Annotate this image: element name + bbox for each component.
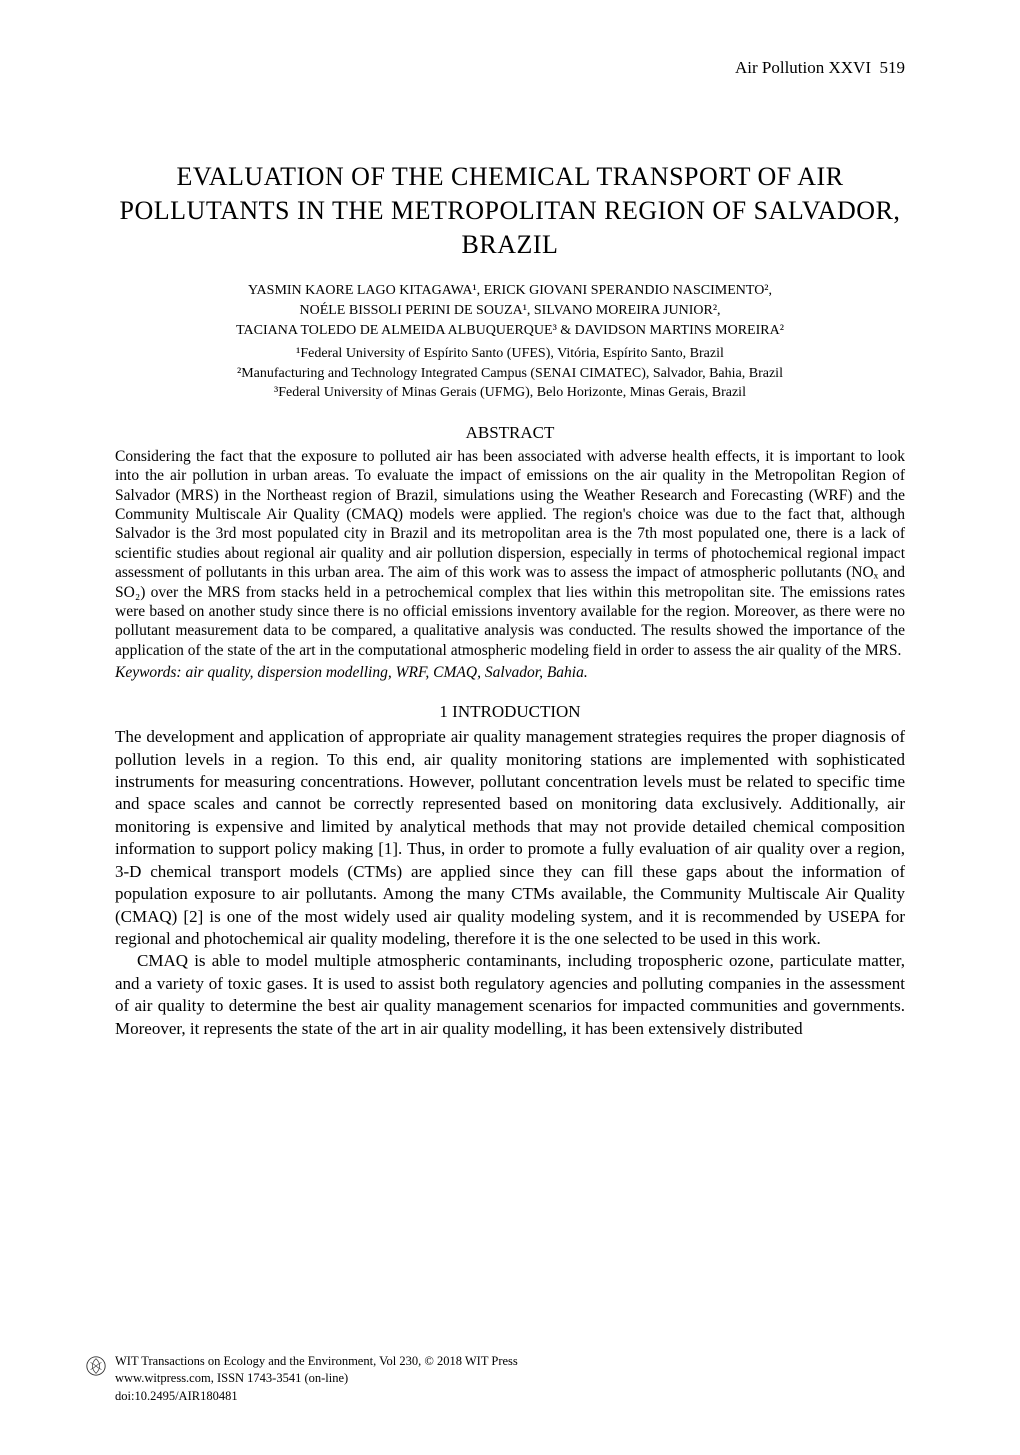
paper-title: EVALUATION OF THE CHEMICAL TRANSPORT OF … bbox=[115, 160, 905, 261]
affiliation-1: ¹Federal University of Espírito Santo (U… bbox=[115, 344, 905, 364]
abstract-text: Considering the fact that the exposure t… bbox=[115, 447, 905, 660]
authors-block: YASMIN KAORE LAGO KITAGAWA¹, ERICK GIOVA… bbox=[115, 281, 905, 340]
section-heading-intro: 1 INTRODUCTION bbox=[115, 702, 905, 722]
keywords: Keywords: air quality, dispersion modell… bbox=[115, 664, 905, 682]
footer-line-2: www.witpress.com, ISSN 1743-3541 (on-lin… bbox=[115, 1370, 518, 1388]
publisher-logo-icon bbox=[85, 1355, 107, 1377]
intro-para-2: CMAQ is able to model multiple atmospher… bbox=[115, 950, 905, 1040]
page-number: 519 bbox=[880, 58, 906, 77]
affiliation-2: ²Manufacturing and Technology Integrated… bbox=[115, 364, 905, 384]
authors-line-3: TACIANA TOLEDO DE ALMEIDA ALBUQUERQUE³ &… bbox=[115, 321, 905, 341]
authors-line-2: NOÉLE BISSOLI PERINI DE SOUZA¹, SILVANO … bbox=[115, 301, 905, 321]
running-header: Air Pollution XXVI 519 bbox=[735, 58, 905, 78]
running-title: Air Pollution XXVI bbox=[735, 58, 871, 77]
authors-line-1: YASMIN KAORE LAGO KITAGAWA¹, ERICK GIOVA… bbox=[115, 281, 905, 301]
abstract-heading: ABSTRACT bbox=[115, 423, 905, 443]
page-footer: WIT Transactions on Ecology and the Envi… bbox=[115, 1353, 518, 1406]
affiliations-block: ¹Federal University of Espírito Santo (U… bbox=[115, 344, 905, 403]
footer-line-1: WIT Transactions on Ecology and the Envi… bbox=[115, 1353, 518, 1371]
footer-line-3: doi:10.2495/AIR180481 bbox=[115, 1388, 518, 1406]
affiliation-3: ³Federal University of Minas Gerais (UFM… bbox=[115, 383, 905, 403]
intro-para-1: The development and application of appro… bbox=[115, 726, 905, 950]
